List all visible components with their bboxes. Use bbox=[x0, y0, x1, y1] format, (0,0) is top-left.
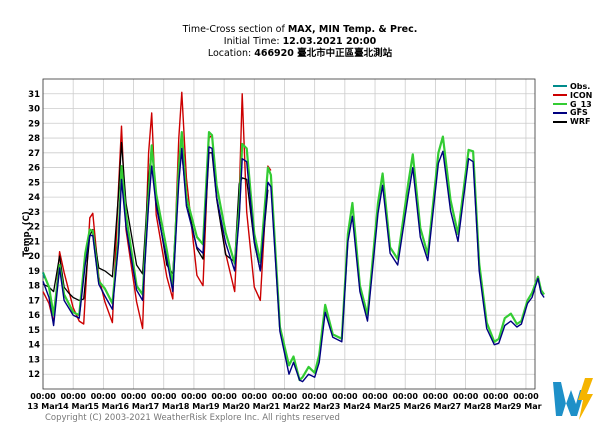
y-tick-label: 19 bbox=[28, 267, 40, 277]
x-tick-date-label: 19 Mar bbox=[208, 402, 239, 411]
x-tick-date-label: 20 Mar bbox=[239, 402, 270, 411]
y-tick-label: 16 bbox=[28, 311, 40, 321]
x-tick-date-label: 21 Mar bbox=[269, 402, 300, 411]
legend-label: Obs. bbox=[570, 81, 591, 91]
y-axis-label: Temp. (C) bbox=[22, 211, 32, 257]
y-tick-label: 22 bbox=[28, 223, 40, 233]
legend-swatch bbox=[553, 111, 567, 114]
y-tick-label: 21 bbox=[28, 237, 40, 247]
y-tick-label: 20 bbox=[28, 252, 40, 262]
y-tick-label: 31 bbox=[28, 90, 40, 100]
y-tick-label: 25 bbox=[28, 178, 40, 188]
legend-swatch bbox=[553, 120, 567, 123]
x-tick-time-label: 00:00 bbox=[362, 392, 388, 401]
legend-label: WRF bbox=[570, 117, 591, 127]
legend-item-obs: Obs. bbox=[553, 82, 592, 91]
x-tick-date-label: 16 Mar bbox=[118, 402, 149, 411]
series-line-gfs bbox=[42, 146, 545, 383]
location: Location: 466920 臺北市中正區臺北測站 bbox=[207, 48, 393, 59]
x-tick-date-label: 25 Mar bbox=[390, 402, 421, 411]
chart-title: Time-Cross section of MAX, MIN Temp. & P… bbox=[182, 24, 418, 35]
x-tick-date-label: 28 Mar bbox=[480, 402, 511, 411]
y-tick-label: 17 bbox=[28, 296, 40, 306]
y-tick-label: 26 bbox=[28, 164, 40, 174]
copyright-text: Copyright (C) 2003-2021 WeatherRisk Expl… bbox=[45, 413, 340, 423]
x-tick-date-label: 22 Mar bbox=[299, 402, 330, 411]
legend-swatch bbox=[553, 94, 567, 97]
y-tick-label: 27 bbox=[28, 149, 40, 159]
y-tick-label: 30 bbox=[28, 105, 40, 115]
plot-area bbox=[43, 79, 535, 389]
legend-label: GFS bbox=[570, 108, 588, 118]
x-tick-time-label: 00:00 bbox=[242, 392, 268, 401]
y-tick-label: 18 bbox=[28, 282, 40, 292]
x-tick-date-label: 14 Mar bbox=[58, 402, 89, 411]
x-tick-time-label: 00:00 bbox=[453, 392, 479, 401]
x-tick-time-label: 00:00 bbox=[30, 392, 56, 401]
legend-item-gfs: GFS bbox=[553, 108, 592, 117]
x-tick-time-label: 00:00 bbox=[211, 392, 237, 401]
y-tick-label: 28 bbox=[28, 134, 40, 144]
legend-swatch bbox=[553, 102, 567, 105]
x-tick-time-label: 00:00 bbox=[121, 392, 147, 401]
initial-time: Initial Time: 12.03.2021 20:00 bbox=[223, 36, 377, 47]
x-tick-time-label: 00:00 bbox=[60, 392, 86, 401]
x-tick-time-label: 00:00 bbox=[151, 392, 177, 401]
y-tick-label: 12 bbox=[28, 370, 40, 380]
legend-item-wrf: WRF bbox=[553, 117, 592, 126]
x-tick-date-label: 23 Mar bbox=[329, 402, 360, 411]
weatherrisk-logo bbox=[549, 376, 597, 422]
y-tick-label: 15 bbox=[28, 326, 40, 336]
legend-item-g_13: G_13 bbox=[553, 100, 592, 109]
x-tick-time-label: 00:00 bbox=[91, 392, 117, 401]
chart-legend: Obs. ICON G_13 GFS WRF bbox=[553, 82, 592, 126]
plot-frame bbox=[42, 78, 536, 390]
legend-swatch bbox=[553, 85, 567, 88]
x-tick-date-label: 15 Mar bbox=[88, 402, 119, 411]
legend-label: ICON bbox=[570, 90, 593, 100]
x-tick-time-label: 00:00 bbox=[513, 392, 539, 401]
x-tick-time-label: 00:00 bbox=[302, 392, 328, 401]
x-tick-date-label: 26 Mar bbox=[420, 402, 451, 411]
x-tick-date-label: 29 Mar bbox=[510, 402, 541, 411]
x-tick-date-label: 13 Mar bbox=[27, 402, 58, 411]
legend-item-icon: ICON bbox=[553, 91, 592, 100]
legend-label: G_13 bbox=[570, 99, 592, 109]
y-tick-label: 23 bbox=[28, 208, 40, 218]
x-tick-date-label: 18 Mar bbox=[178, 402, 209, 411]
x-tick-time-label: 00:00 bbox=[483, 392, 509, 401]
y-tick-label: 14 bbox=[28, 341, 40, 351]
x-tick-time-label: 00:00 bbox=[181, 392, 207, 401]
y-tick-label: 29 bbox=[28, 119, 40, 129]
x-tick-time-label: 00:00 bbox=[272, 392, 298, 401]
y-tick-label: 13 bbox=[28, 355, 40, 365]
x-tick-time-label: 00:00 bbox=[423, 392, 449, 401]
y-tick-label: 24 bbox=[28, 193, 40, 203]
x-tick-date-label: 27 Mar bbox=[450, 402, 481, 411]
x-tick-date-label: 17 Mar bbox=[148, 402, 179, 411]
x-tick-time-label: 00:00 bbox=[332, 392, 358, 401]
x-tick-time-label: 00:00 bbox=[392, 392, 418, 401]
x-tick-date-label: 24 Mar bbox=[359, 402, 390, 411]
series-line-obs bbox=[42, 272, 46, 279]
chart-title-block: Time-Cross section of MAX, MIN Temp. & P… bbox=[0, 24, 600, 60]
